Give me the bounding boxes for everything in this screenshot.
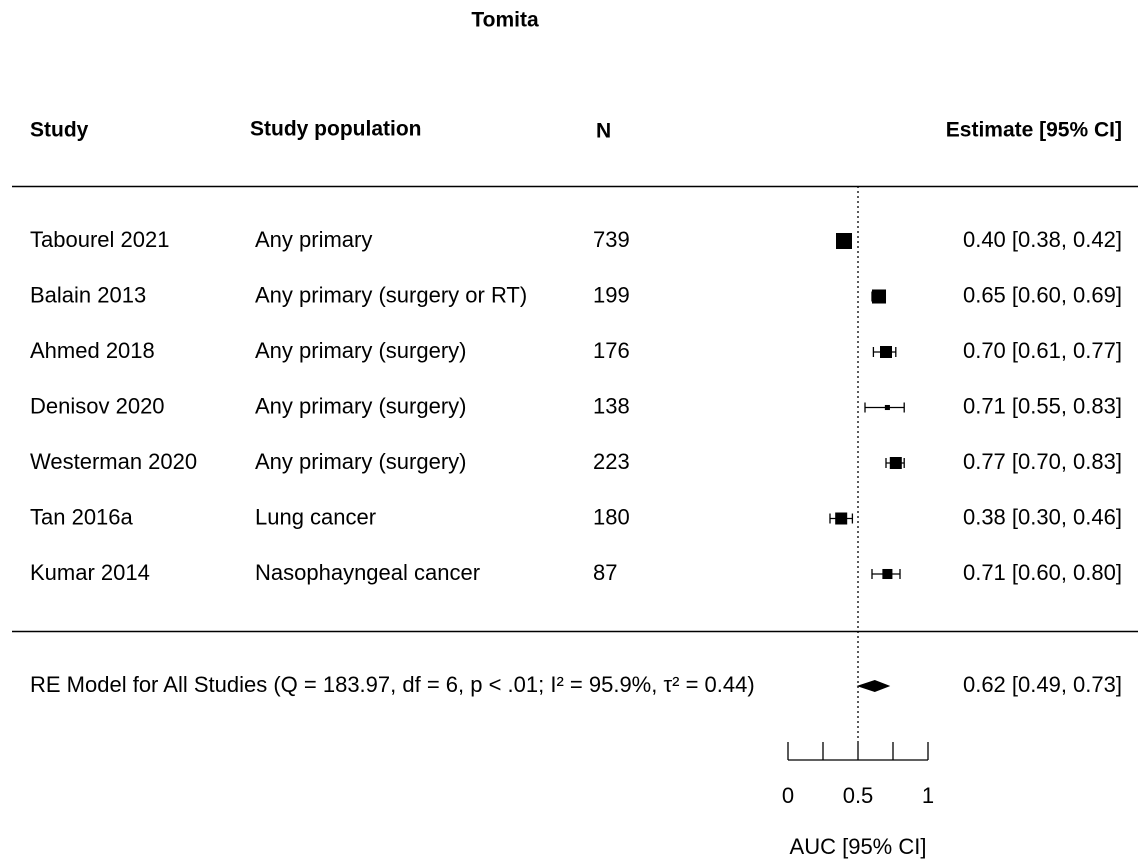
value-label: 0.71 [0.55, 0.83] bbox=[963, 393, 1122, 418]
study-name: Ahmed 2018 bbox=[30, 338, 155, 363]
study-n: 138 bbox=[593, 393, 630, 418]
estimate-square bbox=[882, 568, 893, 580]
x-tick-label: 1 bbox=[922, 783, 934, 808]
x-tick-label: 0 bbox=[782, 783, 794, 808]
summary-diamond bbox=[856, 680, 891, 692]
study-population: Lung cancer bbox=[255, 504, 376, 529]
header: Study bbox=[30, 119, 89, 142]
study-name: Westerman 2020 bbox=[30, 449, 197, 474]
study-name: Denisov 2020 bbox=[30, 393, 165, 418]
value-label: 0.38 [0.30, 0.46] bbox=[963, 504, 1122, 529]
study-n: 87 bbox=[593, 560, 617, 585]
value-label: 0.77 [0.70, 0.83] bbox=[963, 449, 1122, 474]
estimate-square bbox=[889, 457, 902, 469]
study-population: Any primary (surgery) bbox=[255, 449, 466, 474]
summary-label: RE Model for All Studies (Q = 183.97, df… bbox=[30, 672, 755, 697]
study-population: Any primary (surgery) bbox=[255, 393, 466, 418]
study-n: 176 bbox=[593, 338, 630, 363]
study-n: 739 bbox=[593, 227, 630, 252]
study-name: Tan 2016a bbox=[30, 504, 134, 529]
value-label: 0.40 [0.38, 0.42] bbox=[963, 227, 1122, 252]
header: Estimate [95% CI] bbox=[946, 119, 1122, 142]
study-name: Balain 2013 bbox=[30, 282, 146, 307]
study-name: Tabourel 2021 bbox=[30, 227, 169, 252]
estimate-square bbox=[836, 233, 852, 249]
value-label: 0.70 [0.61, 0.77] bbox=[963, 338, 1122, 363]
chart-title: Tomita bbox=[471, 9, 539, 32]
summary-value-label: 0.62 [0.49, 0.73] bbox=[963, 672, 1122, 697]
study-n: 180 bbox=[593, 504, 630, 529]
value-label: 0.65 [0.60, 0.69] bbox=[963, 282, 1122, 307]
x-axis-label: AUC [95% CI] bbox=[790, 834, 927, 859]
study-name: Kumar 2014 bbox=[30, 560, 150, 585]
study-population: Any primary bbox=[255, 227, 372, 252]
header: N bbox=[596, 120, 611, 143]
estimate-square bbox=[835, 512, 848, 525]
study-population: Nasophayngeal cancer bbox=[255, 560, 480, 585]
study-n: 223 bbox=[593, 449, 630, 474]
estimate-square bbox=[871, 289, 887, 304]
estimate-square bbox=[884, 404, 890, 411]
x-tick-label: 0.5 bbox=[843, 783, 874, 808]
header: Study population bbox=[250, 118, 421, 141]
study-n: 199 bbox=[593, 282, 630, 307]
confidence-interval bbox=[864, 402, 905, 413]
value-label: 0.71 [0.60, 0.80] bbox=[963, 560, 1122, 585]
study-population: Any primary (surgery or RT) bbox=[255, 282, 527, 307]
study-population: Any primary (surgery) bbox=[255, 338, 466, 363]
estimate-square bbox=[880, 346, 892, 358]
